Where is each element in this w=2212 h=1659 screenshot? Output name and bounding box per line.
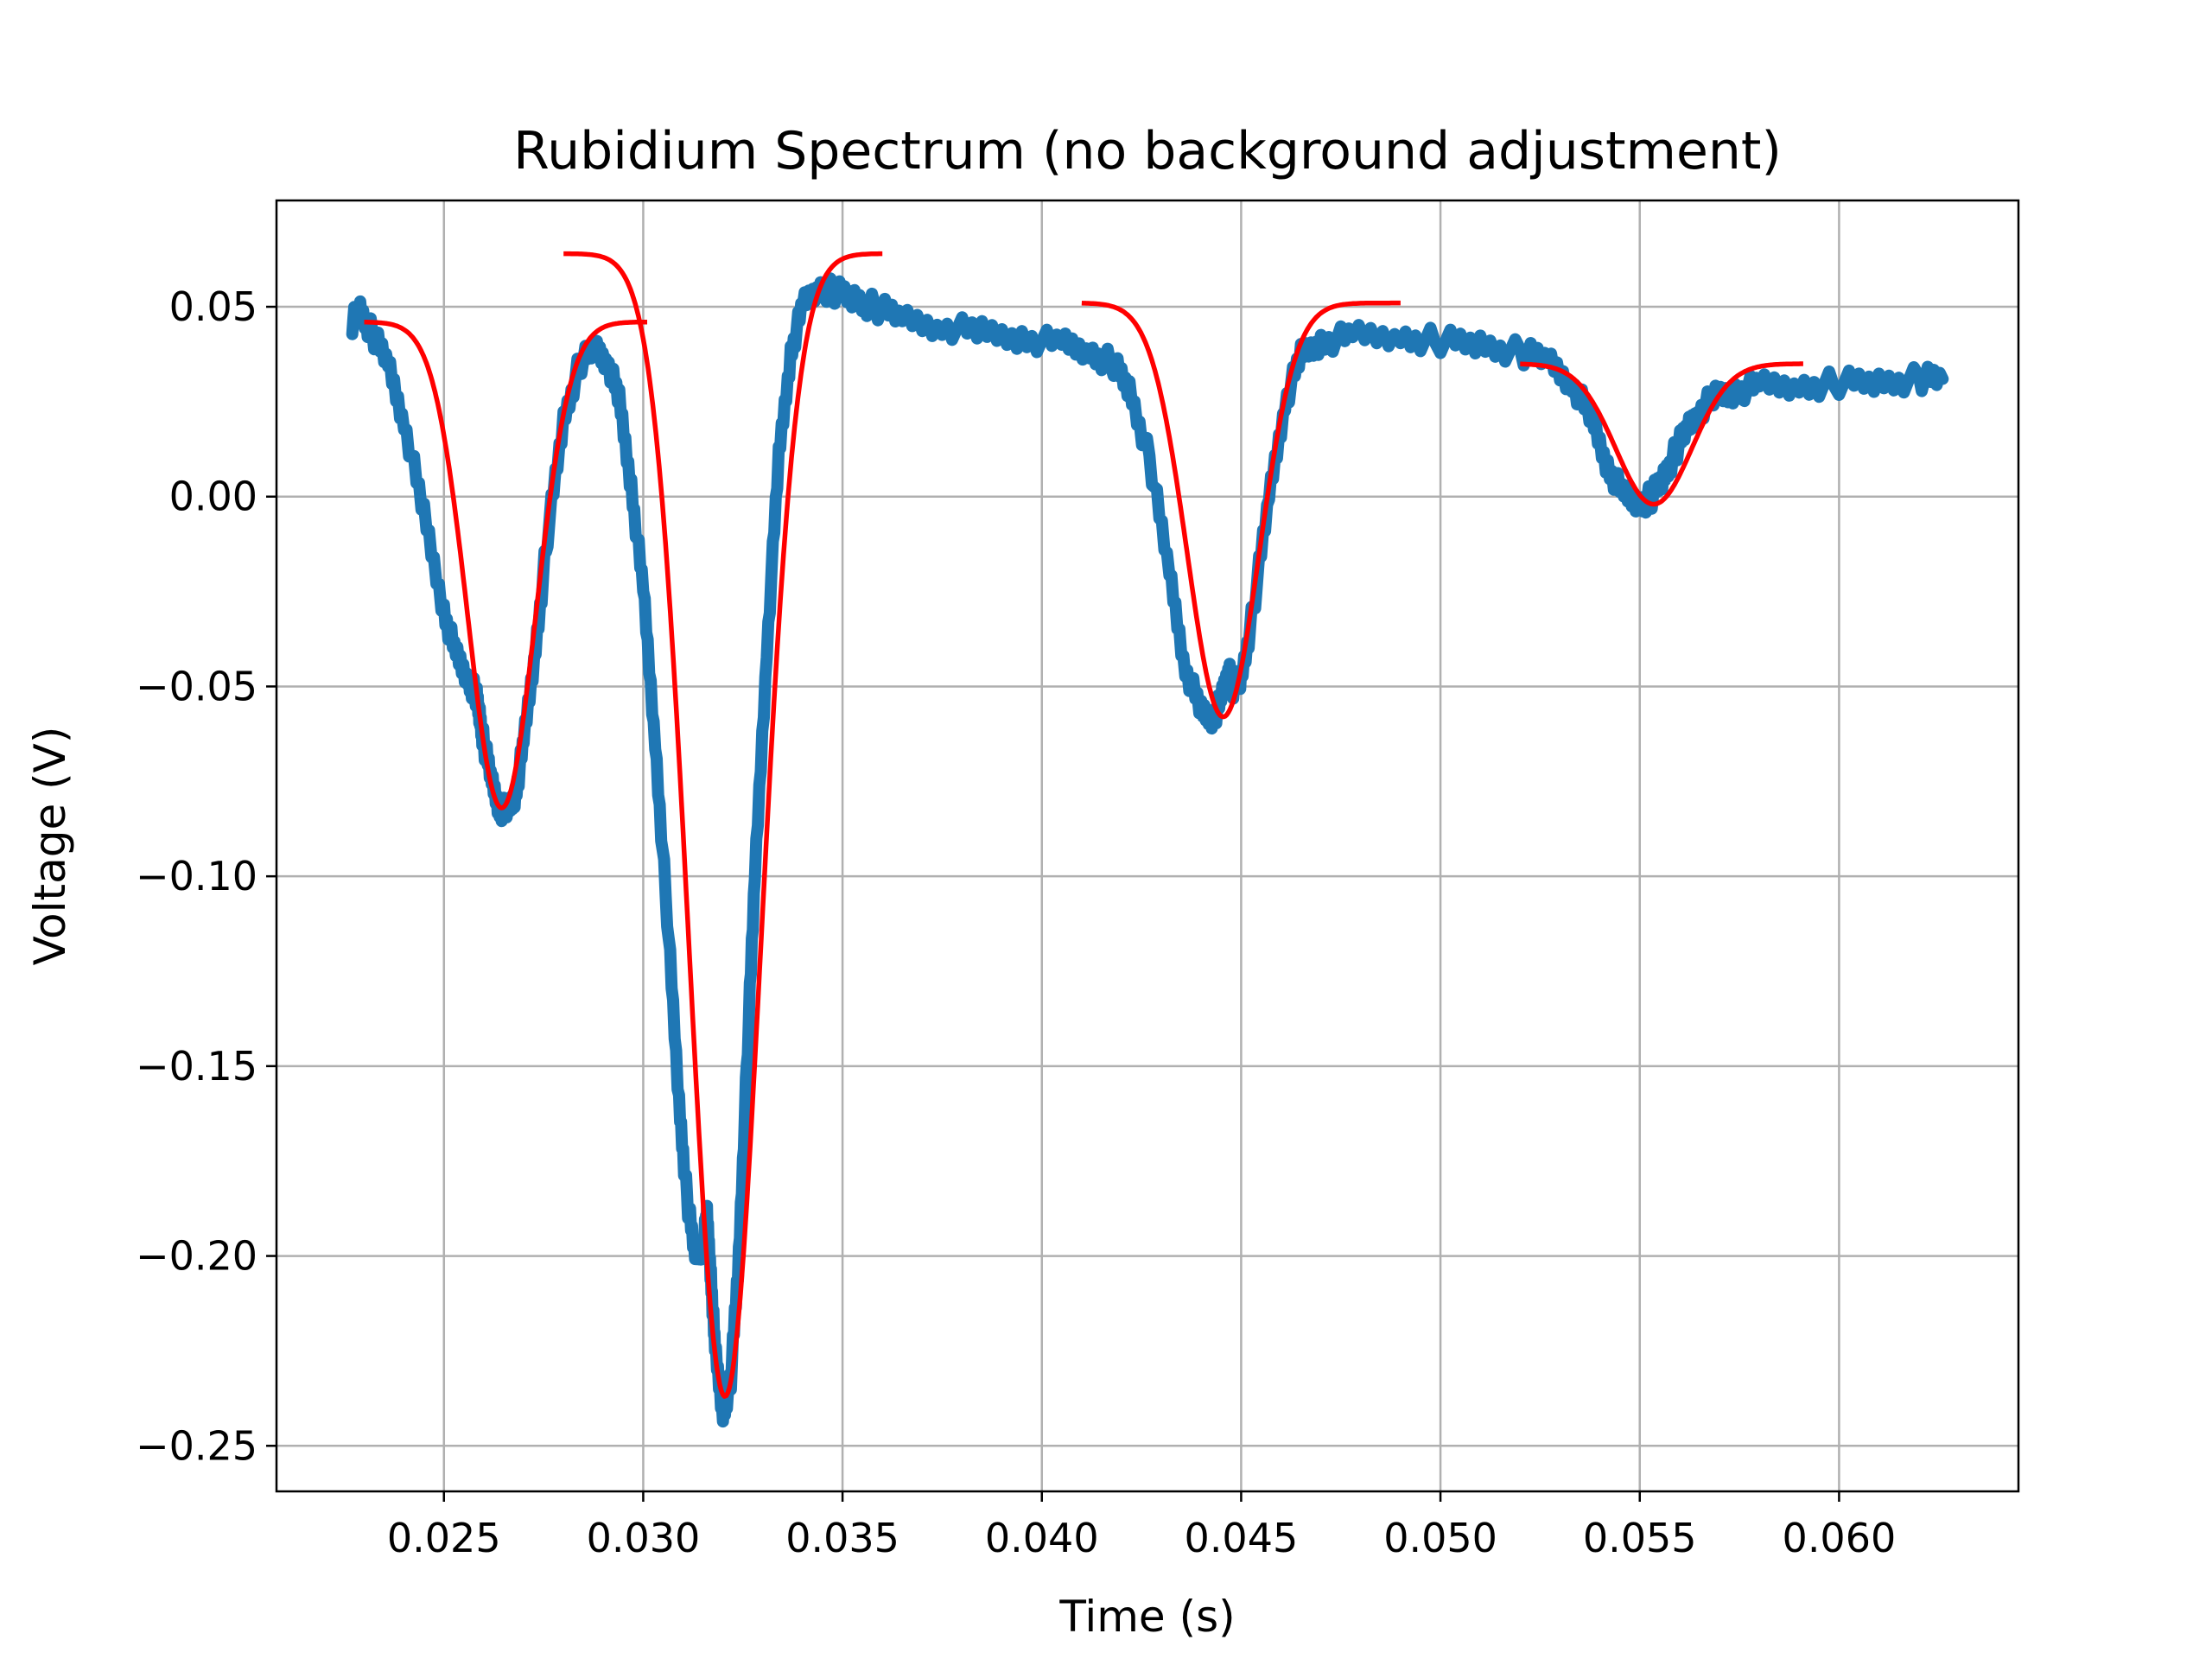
y-tick-label: 0.05 bbox=[169, 283, 257, 330]
x-tick-label: 0.040 bbox=[985, 1515, 1099, 1561]
y-tick-label: −0.15 bbox=[136, 1043, 257, 1090]
axis-ticks: 0.025 0.030 0.035 0.040 0.045 0.050 0.055 0.060… bbox=[136, 283, 1896, 1561]
y-tick-label: 0.00 bbox=[169, 474, 257, 520]
y-tick-label: −0.20 bbox=[136, 1233, 257, 1280]
x-tick-label: 0.060 bbox=[1783, 1515, 1897, 1561]
fit-curve bbox=[363, 319, 649, 810]
x-tick-label: 0.050 bbox=[1383, 1515, 1497, 1561]
x-tick-label: 0.045 bbox=[1185, 1515, 1299, 1561]
chart-title: Rubidium Spectrum (no background adjustm… bbox=[513, 121, 1782, 181]
y-tick-label: −0.10 bbox=[136, 853, 257, 899]
plot-frame bbox=[275, 199, 2020, 1493]
plot-series bbox=[346, 251, 1949, 1428]
x-tick-label: 0.055 bbox=[1583, 1515, 1697, 1561]
data-trace bbox=[346, 272, 1949, 1428]
fit-curve bbox=[563, 251, 884, 1399]
x-tick-label: 0.030 bbox=[587, 1515, 701, 1561]
y-tick-label: −0.25 bbox=[136, 1422, 257, 1469]
fit-curve bbox=[1080, 300, 1402, 720]
y-axis-label: Voltage (V) bbox=[25, 727, 75, 966]
x-tick-label: 0.035 bbox=[785, 1515, 899, 1561]
y-tick-label: −0.05 bbox=[136, 663, 257, 709]
fit-curve bbox=[1519, 361, 1804, 507]
x-tick-label: 0.025 bbox=[387, 1515, 501, 1561]
grid-lines bbox=[276, 200, 2018, 1491]
x-axis-label: Time (s) bbox=[1058, 1592, 1235, 1642]
